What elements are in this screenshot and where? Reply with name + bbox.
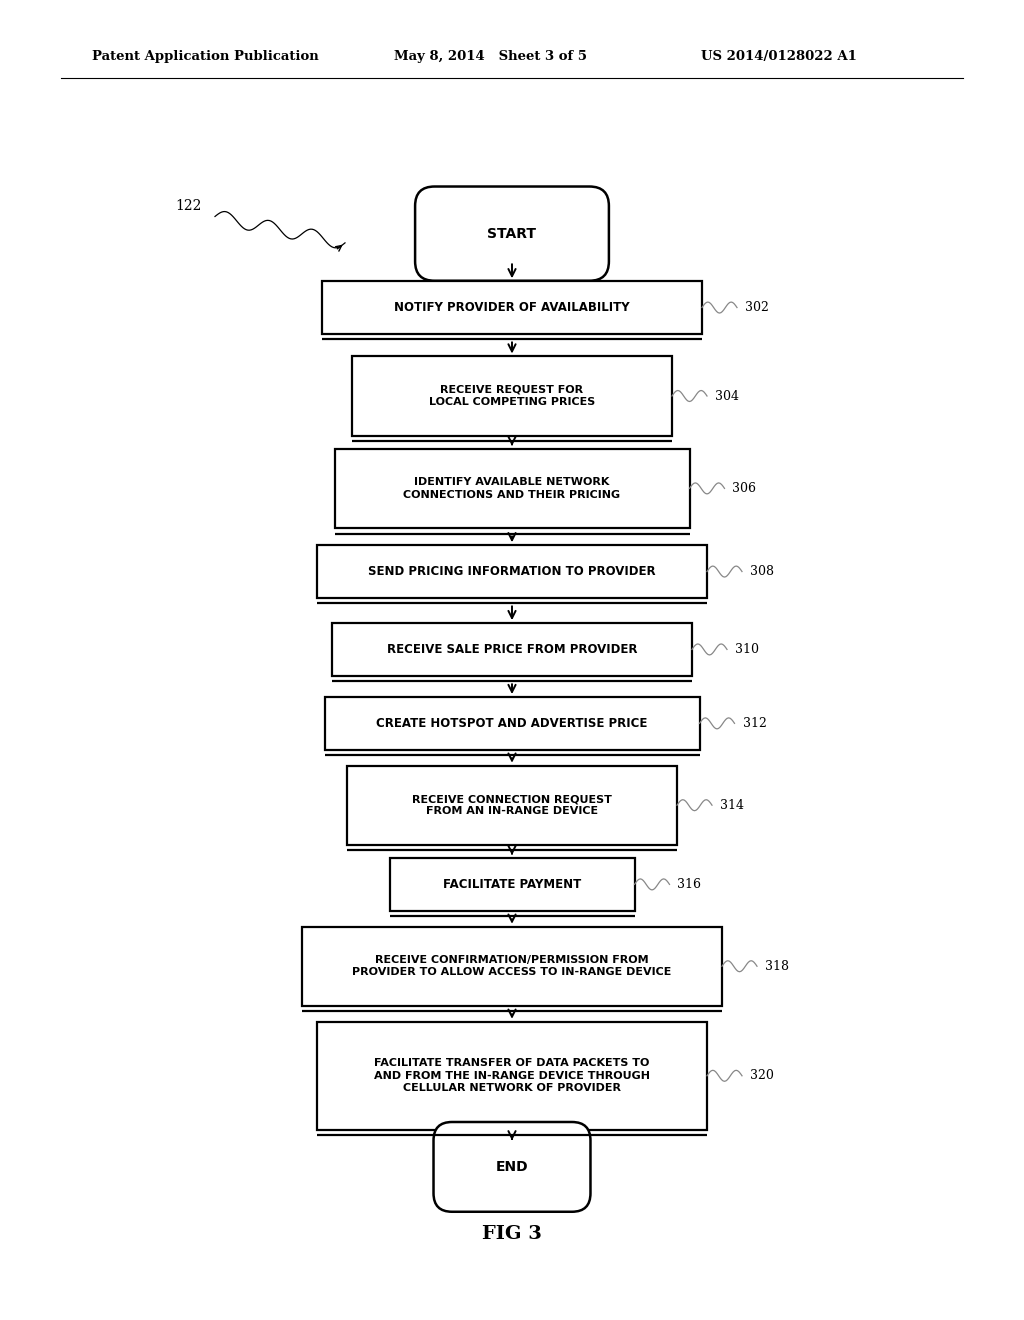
Text: Patent Application Publication: Patent Application Publication [92,50,318,63]
Text: 308: 308 [750,565,774,578]
Text: 314: 314 [720,799,744,812]
Bar [317,545,707,598]
Text: NOTIFY PROVIDER OF AVAILABILITY: NOTIFY PROVIDER OF AVAILABILITY [394,301,630,314]
Text: 316: 316 [678,878,701,891]
Bar [325,697,699,750]
Text: US 2014/0128022 A1: US 2014/0128022 A1 [701,50,857,63]
FancyBboxPatch shape [433,1122,591,1212]
Text: May 8, 2014   Sheet 3 of 5: May 8, 2014 Sheet 3 of 5 [394,50,587,63]
Bar [317,1022,707,1130]
Text: 318: 318 [765,960,790,973]
FancyBboxPatch shape [415,186,609,281]
Text: RECEIVE CONNECTION REQUEST
FROM AN IN-RANGE DEVICE: RECEIVE CONNECTION REQUEST FROM AN IN-RA… [412,795,612,816]
Text: 122: 122 [175,199,202,213]
Text: 302: 302 [745,301,769,314]
Text: RECEIVE CONFIRMATION/PERMISSION FROM
PROVIDER TO ALLOW ACCESS TO IN-RANGE DEVICE: RECEIVE CONFIRMATION/PERMISSION FROM PRO… [352,956,672,977]
Text: IDENTIFY AVAILABLE NETWORK
CONNECTIONS AND THEIR PRICING: IDENTIFY AVAILABLE NETWORK CONNECTIONS A… [403,478,621,499]
Text: 320: 320 [750,1069,774,1082]
Text: SEND PRICING INFORMATION TO PROVIDER: SEND PRICING INFORMATION TO PROVIDER [369,565,655,578]
Text: RECEIVE SALE PRICE FROM PROVIDER: RECEIVE SALE PRICE FROM PROVIDER [387,643,637,656]
Bar [347,766,677,845]
Text: START: START [487,227,537,240]
Text: CREATE HOTSPOT AND ADVERTISE PRICE: CREATE HOTSPOT AND ADVERTISE PRICE [376,717,648,730]
Bar [335,449,689,528]
Text: 306: 306 [732,482,757,495]
Bar [302,927,722,1006]
Text: 310: 310 [735,643,759,656]
Text: FIG 3: FIG 3 [482,1225,542,1243]
Text: 312: 312 [742,717,766,730]
Text: FACILITATE TRANSFER OF DATA PACKETS TO
AND FROM THE IN-RANGE DEVICE THROUGH
CELL: FACILITATE TRANSFER OF DATA PACKETS TO A… [374,1059,650,1093]
Bar [389,858,635,911]
Text: RECEIVE REQUEST FOR
LOCAL COMPETING PRICES: RECEIVE REQUEST FOR LOCAL COMPETING PRIC… [429,385,595,407]
Bar [352,356,672,436]
Text: END: END [496,1160,528,1173]
Bar [322,281,702,334]
Text: 304: 304 [715,389,739,403]
Text: FACILITATE PAYMENT: FACILITATE PAYMENT [442,878,582,891]
Bar [332,623,692,676]
